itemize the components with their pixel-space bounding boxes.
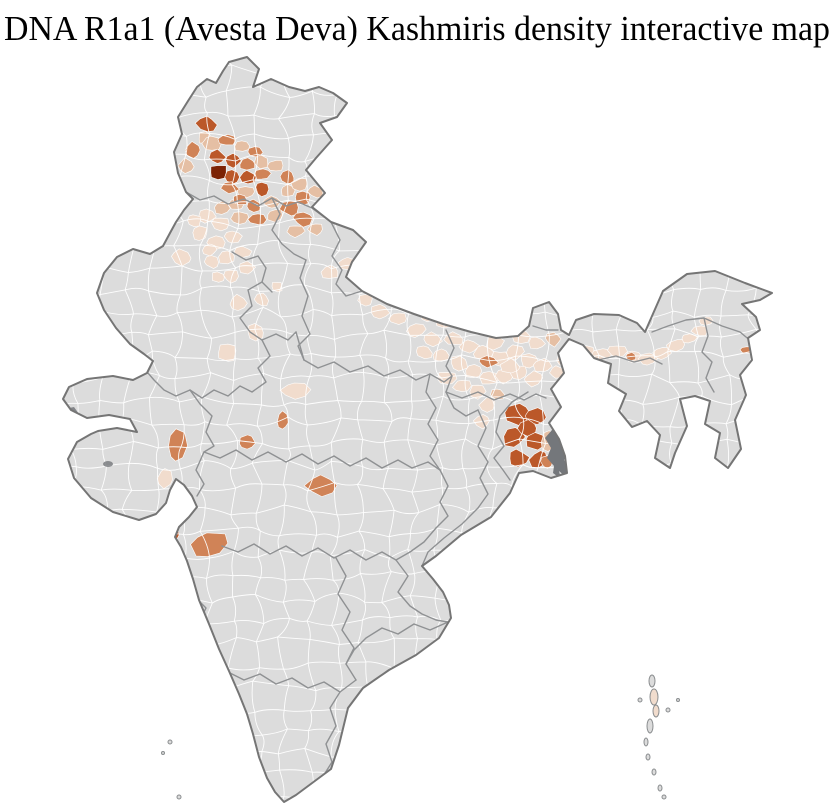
district-cell[interactable] [266, 160, 284, 172]
state-border-line [221, 527, 437, 561]
state-border-line [147, 339, 271, 399]
district-cell[interactable] [528, 336, 546, 350]
state-border-line [345, 621, 449, 665]
district-cell[interactable] [607, 345, 628, 358]
district-cell[interactable] [525, 407, 547, 425]
state-border-line [435, 469, 449, 529]
state-border-line [395, 559, 449, 623]
district-cell[interactable] [388, 312, 407, 325]
district-cell[interactable] [281, 184, 296, 197]
island-cell[interactable] [637, 697, 643, 703]
district-cell[interactable] [203, 255, 219, 269]
india-outline [62, 56, 773, 803]
state-border-line [297, 259, 311, 361]
island-cell[interactable] [161, 751, 165, 755]
state-border-line [477, 409, 489, 509]
island-cell[interactable] [665, 707, 671, 713]
district-cell[interactable] [479, 371, 500, 385]
district-cell[interactable] [498, 318, 517, 334]
district-cell[interactable] [465, 364, 483, 379]
island-cell[interactable] [661, 794, 667, 800]
state-border-line [493, 391, 529, 481]
district-cell[interactable] [295, 190, 311, 206]
india-landmass [63, 57, 772, 802]
island-cell[interactable] [176, 794, 182, 800]
island-cell[interactable] [646, 718, 654, 734]
district-cell[interactable] [233, 246, 253, 258]
island-district-cell[interactable] [649, 688, 659, 706]
district-cell[interactable] [168, 428, 188, 462]
island-cell[interactable] [648, 674, 656, 688]
district-cell[interactable] [208, 148, 227, 164]
state-border-line [532, 325, 559, 331]
district-cell[interactable] [690, 325, 708, 337]
district-cell[interactable] [254, 181, 270, 198]
district-cell[interactable] [247, 213, 267, 226]
map-root [62, 56, 773, 803]
district-cell[interactable] [238, 260, 257, 275]
district-cell[interactable] [286, 225, 306, 239]
district-cell[interactable] [184, 141, 201, 159]
district-cell[interactable] [451, 307, 470, 323]
island-cell[interactable] [645, 753, 651, 761]
district-cell[interactable] [210, 165, 227, 180]
state-border-line [421, 507, 479, 567]
district-cell[interactable] [202, 243, 218, 257]
district-cell[interactable] [211, 271, 225, 283]
district-cell[interactable] [239, 157, 256, 171]
state-border-line [701, 317, 715, 393]
district-cell[interactable] [509, 448, 530, 468]
state-border-line [239, 281, 297, 341]
district-cell[interactable] [171, 248, 192, 267]
state-border-line [203, 449, 441, 471]
island-cell[interactable] [643, 737, 649, 747]
district-cell[interactable] [190, 532, 229, 557]
district-cell[interactable] [525, 431, 547, 451]
island-district-cell[interactable] [652, 704, 660, 718]
district-cell[interactable] [217, 134, 236, 146]
state-border-line [303, 359, 453, 383]
island-cell[interactable] [167, 739, 173, 745]
island-chains [161, 674, 680, 800]
district-cell[interactable] [451, 355, 468, 372]
island-cell[interactable] [657, 784, 663, 792]
district-cell[interactable] [405, 323, 427, 338]
district-cell[interactable] [230, 211, 249, 225]
district-cell[interactable] [523, 370, 544, 388]
state-border-line [445, 391, 547, 401]
district-cell[interactable] [467, 315, 488, 330]
district-cell[interactable] [415, 345, 433, 360]
district-cell[interactable] [279, 382, 312, 400]
district-cell[interactable] [253, 292, 270, 307]
district-cell[interactable] [506, 344, 525, 361]
state-border-line [295, 331, 305, 361]
state-border-line [189, 389, 215, 497]
daman-patch [178, 507, 186, 513]
state-borders [147, 191, 753, 798]
state-border-line [185, 191, 332, 223]
state-border-line [330, 221, 363, 297]
district-cell[interactable] [478, 355, 499, 369]
state-border-line [445, 391, 479, 417]
island-cell[interactable] [651, 768, 657, 776]
island-cell[interactable] [676, 698, 680, 702]
district-cell[interactable] [194, 115, 218, 133]
district-cell[interactable] [484, 321, 502, 337]
district-cell[interactable] [292, 211, 313, 228]
state-border-line [227, 671, 357, 693]
district-cell[interactable] [499, 357, 521, 374]
district-cell[interactable] [218, 343, 237, 362]
district-cell[interactable] [234, 140, 250, 152]
state-border-line [425, 373, 441, 471]
state-border-line [271, 197, 307, 261]
state-border-line [445, 329, 455, 393]
district-cell[interactable] [211, 217, 230, 232]
district-cell[interactable] [698, 316, 714, 326]
gulf-patch [103, 461, 113, 467]
state-border-line [231, 251, 273, 293]
page-title: DNA R1a1 (Avesta Deva) Kashmiris density… [4, 9, 830, 48]
district-cell[interactable] [229, 293, 248, 311]
